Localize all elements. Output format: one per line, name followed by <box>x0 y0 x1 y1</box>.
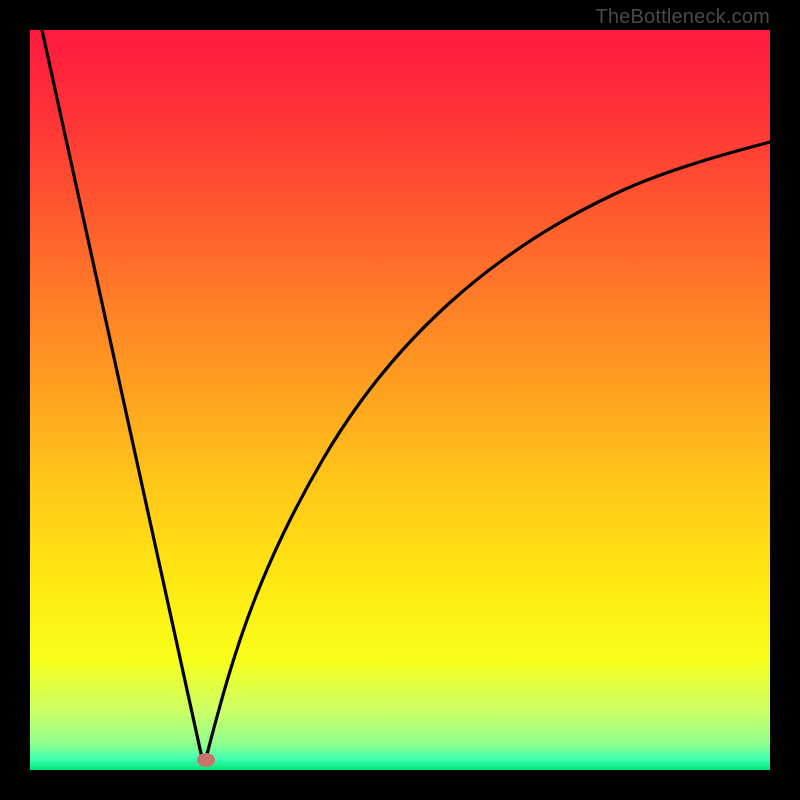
bottleneck-curve <box>30 30 770 770</box>
plot-area <box>30 30 770 770</box>
chart-frame: TheBottleneck.com <box>0 0 800 800</box>
minimum-marker <box>197 753 215 767</box>
watermark-text: TheBottleneck.com <box>595 6 770 29</box>
